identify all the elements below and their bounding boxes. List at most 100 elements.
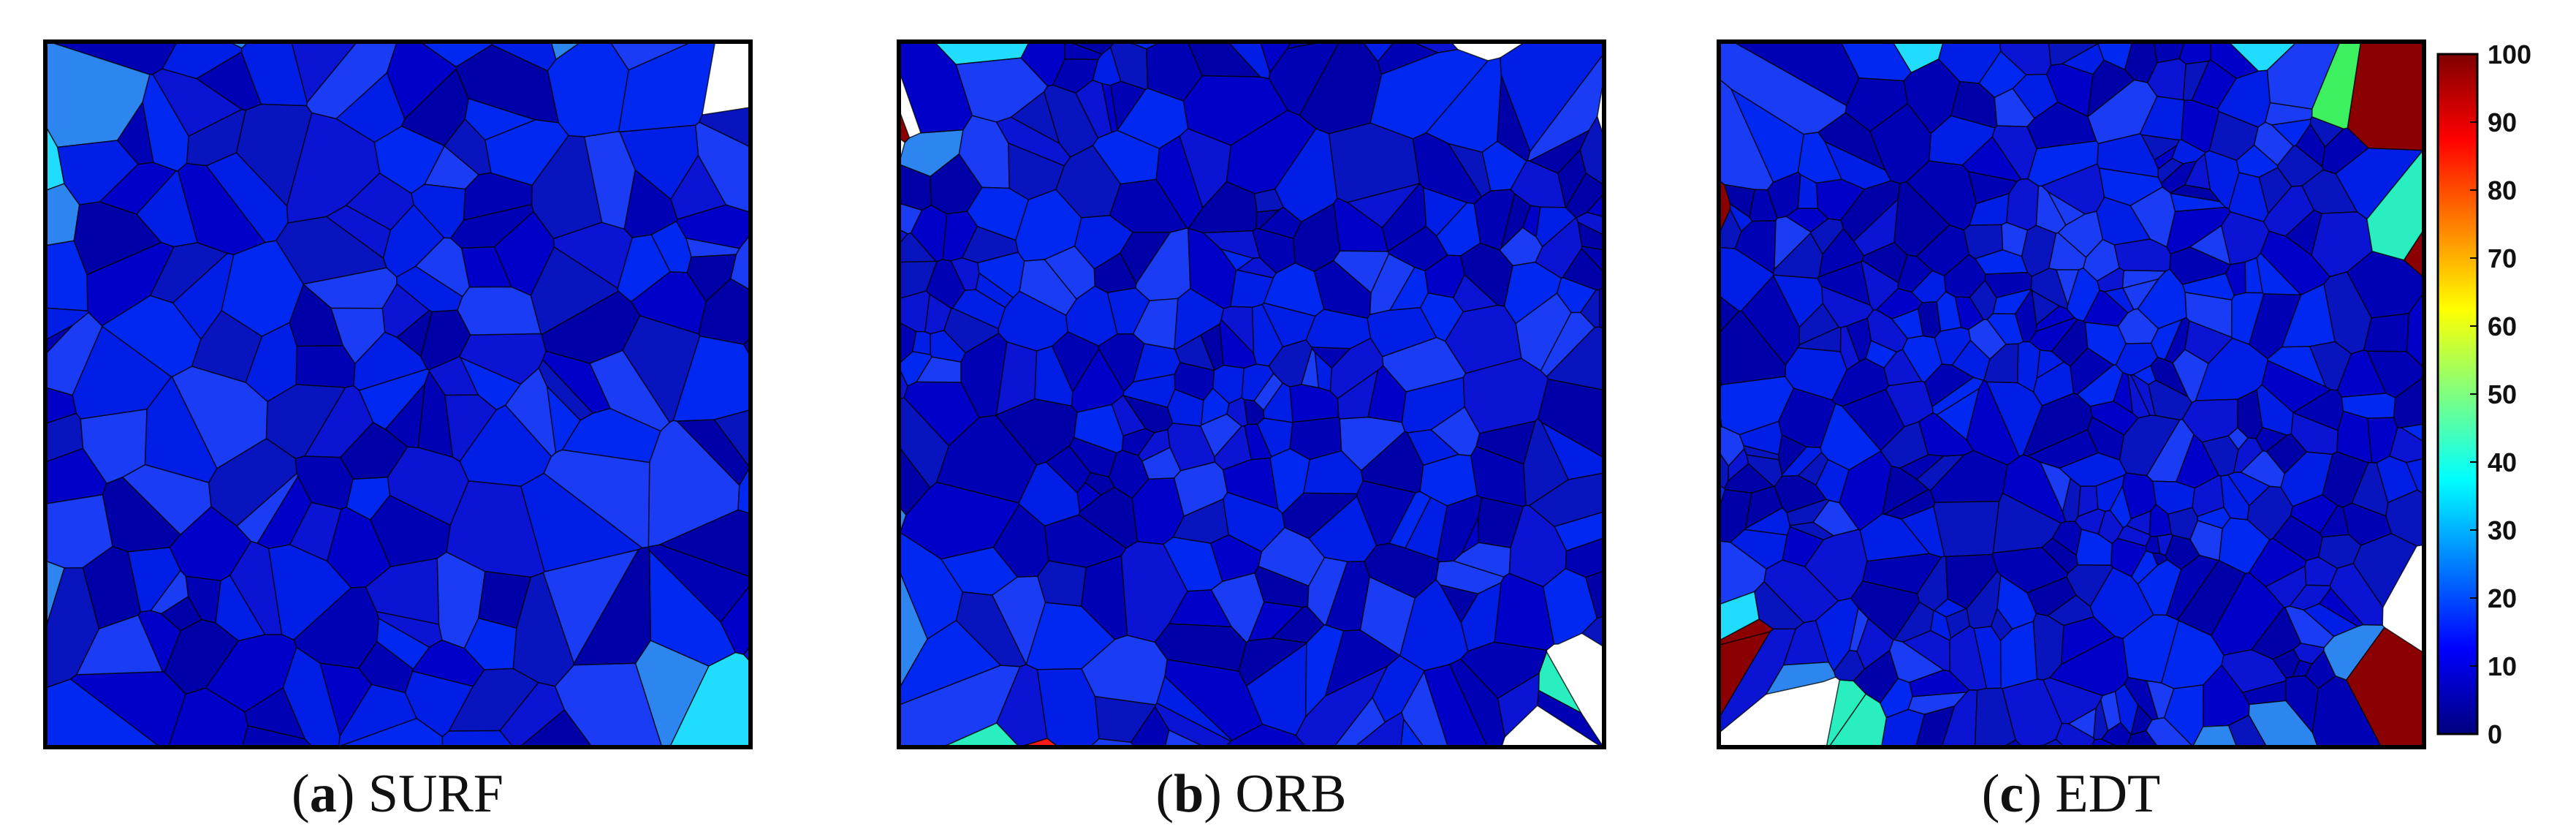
voronoi-cell bbox=[2224, 261, 2246, 296]
voronoi-cell bbox=[1305, 309, 1372, 349]
voronoi-cell bbox=[1815, 597, 1859, 673]
voronoi-cell bbox=[1966, 570, 2002, 629]
voronoi-cell bbox=[2070, 347, 2115, 396]
voronoi-cell bbox=[2126, 510, 2151, 536]
voronoi-cell bbox=[56, 140, 139, 205]
voronoi-cell bbox=[1739, 420, 1783, 455]
voronoi-cell bbox=[2021, 224, 2057, 277]
voronoi-cell bbox=[899, 481, 1020, 560]
voronoi-cell bbox=[1905, 160, 1977, 231]
voronoi-cell bbox=[1247, 601, 1304, 642]
voronoi-cell bbox=[444, 394, 498, 463]
voronoi-cell bbox=[1388, 266, 1429, 311]
voronoi-cell bbox=[1444, 304, 1522, 374]
panel-frame bbox=[897, 39, 1606, 749]
voronoi-cell bbox=[2157, 533, 2174, 556]
colorbar-tick-label: 90 bbox=[2488, 107, 2517, 137]
voronoi-cell bbox=[1839, 450, 1893, 531]
voronoi-cell bbox=[2130, 550, 2159, 585]
voronoi-cell bbox=[2260, 230, 2331, 296]
voronoi-cell bbox=[1797, 173, 1819, 209]
voronoi-cell bbox=[686, 254, 737, 303]
voronoi-cell bbox=[1974, 687, 2016, 748]
voronoi-cell bbox=[1966, 379, 2021, 466]
voronoi-cell bbox=[2237, 389, 2263, 439]
voronoi-cell bbox=[542, 350, 612, 415]
voronoi-cell bbox=[164, 618, 240, 695]
voronoi-cell bbox=[2117, 308, 2159, 344]
voronoi-cell bbox=[1820, 403, 1882, 471]
voronoi-cell bbox=[1907, 691, 1969, 715]
voronoi-cell bbox=[951, 289, 1006, 330]
voronoi-cell bbox=[1405, 496, 1448, 560]
voronoi-cell bbox=[1923, 363, 1975, 408]
voronoi-cell bbox=[1763, 559, 1839, 624]
voronoi-cell bbox=[1969, 192, 2010, 226]
voronoi-cell bbox=[244, 686, 306, 740]
panel-a-surf: (a) SURF bbox=[43, 39, 753, 824]
voronoi-cell bbox=[2031, 290, 2061, 326]
voronoi-cell bbox=[1918, 412, 1975, 457]
voronoi-cell bbox=[2172, 349, 2209, 404]
voronoi-cell bbox=[1092, 46, 1122, 86]
voronoi-cell bbox=[1241, 363, 1274, 402]
panel-caption-a: (a) SURF bbox=[292, 764, 504, 824]
voronoi-cell bbox=[2167, 507, 2199, 540]
voronoi-cell bbox=[1817, 112, 1886, 172]
voronoi-cell bbox=[1174, 362, 1215, 401]
voronoi-cell bbox=[2290, 493, 2338, 534]
voronoi-cell bbox=[102, 476, 181, 553]
voronoi-cell bbox=[149, 242, 229, 303]
voronoi-cell bbox=[2016, 341, 2041, 393]
voronoi-cell bbox=[2184, 291, 2233, 338]
voronoi-cell bbox=[1155, 135, 1204, 230]
voronoi-cell bbox=[2240, 450, 2286, 488]
voronoi-cell bbox=[1778, 434, 1808, 476]
voronoi-cell bbox=[1073, 404, 1124, 454]
voronoi-cell bbox=[1289, 384, 1340, 423]
voronoi-cell bbox=[411, 183, 466, 239]
colorbar-tick-label: 30 bbox=[2488, 515, 2517, 545]
voronoi-cell bbox=[1168, 589, 1233, 628]
voronoi-cell bbox=[1304, 624, 1345, 719]
voronoi-cell bbox=[1093, 252, 1137, 293]
voronoi-cell bbox=[1399, 578, 1469, 672]
voronoi-cell bbox=[286, 112, 381, 224]
voronoi-cell bbox=[2284, 675, 2319, 734]
voronoi-cell bbox=[1824, 140, 1892, 190]
caption-name: ORB bbox=[1235, 764, 1346, 824]
voronoi-cell bbox=[622, 314, 701, 423]
voronoi-cell bbox=[1360, 431, 1424, 493]
voronoi-cell bbox=[2041, 537, 2078, 575]
voronoi-cell bbox=[396, 265, 463, 313]
voronoi-cell bbox=[457, 286, 542, 336]
voronoi-cell bbox=[1897, 254, 1934, 293]
voronoi-cell bbox=[1831, 357, 1889, 407]
panel-caption-c: (c) EDT bbox=[1982, 764, 2161, 824]
voronoi-cell bbox=[1723, 183, 1755, 219]
voronoi-cell bbox=[295, 344, 356, 388]
voronoi-cell bbox=[455, 44, 560, 124]
caption-name: SURF bbox=[368, 764, 504, 824]
voronoi-cell bbox=[1945, 553, 1999, 610]
voronoi-cell bbox=[1172, 498, 1229, 544]
voronoi-cell bbox=[1540, 311, 1596, 378]
voronoi-cell bbox=[2026, 429, 2100, 469]
voronoi-cell bbox=[898, 41, 973, 134]
voronoi-cell bbox=[1786, 499, 1830, 526]
voronoi-cell bbox=[2048, 635, 2129, 697]
voronoi-cell bbox=[2074, 508, 2106, 535]
colorbar-ticks: 0 10 20 30 40 50 60 70 80 90 100 bbox=[2470, 39, 2531, 749]
voronoi-cell bbox=[376, 617, 430, 670]
voronoi-cell bbox=[2181, 99, 2220, 154]
voronoi-cell bbox=[1220, 248, 1255, 271]
voronoi-cell bbox=[1200, 323, 1224, 371]
voronoi-cell bbox=[1369, 48, 1489, 140]
voronoi-cell bbox=[1494, 572, 1555, 651]
voronoi-cells-surf bbox=[45, 41, 751, 748]
voronoi-cell bbox=[1367, 365, 1407, 423]
colorbar-tick-label: 0 bbox=[2488, 719, 2502, 749]
voronoi-cell bbox=[2026, 576, 2077, 616]
voronoi-cell bbox=[1891, 308, 1924, 339]
